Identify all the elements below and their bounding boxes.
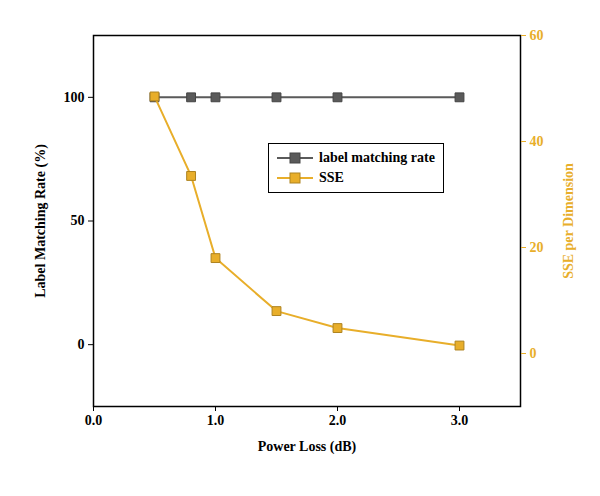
svg-text:100: 100 <box>64 90 85 105</box>
svg-text:0: 0 <box>78 337 85 352</box>
svg-text:20: 20 <box>530 240 544 255</box>
svg-text:SSE per Dimension: SSE per Dimension <box>561 163 576 279</box>
svg-text:0: 0 <box>530 346 537 361</box>
html-text:SSE: SSE <box>319 170 344 185</box>
svg-text:Label Matching Rate (%): Label Matching Rate (%) <box>33 144 49 298</box>
svg-text:60: 60 <box>530 28 544 43</box>
svg-text:2.0: 2.0 <box>329 413 347 428</box>
svg-text:3.0: 3.0 <box>451 413 469 428</box>
svg-text:40: 40 <box>530 134 544 149</box>
svg-text:50: 50 <box>71 213 85 228</box>
svg-text:1.0: 1.0 <box>207 413 225 428</box>
svg-text:0.0: 0.0 <box>85 413 103 428</box>
html-text:label matching rate: label matching rate <box>319 150 435 165</box>
svg-text:Power Loss (dB): Power Loss (dB) <box>258 439 357 455</box>
